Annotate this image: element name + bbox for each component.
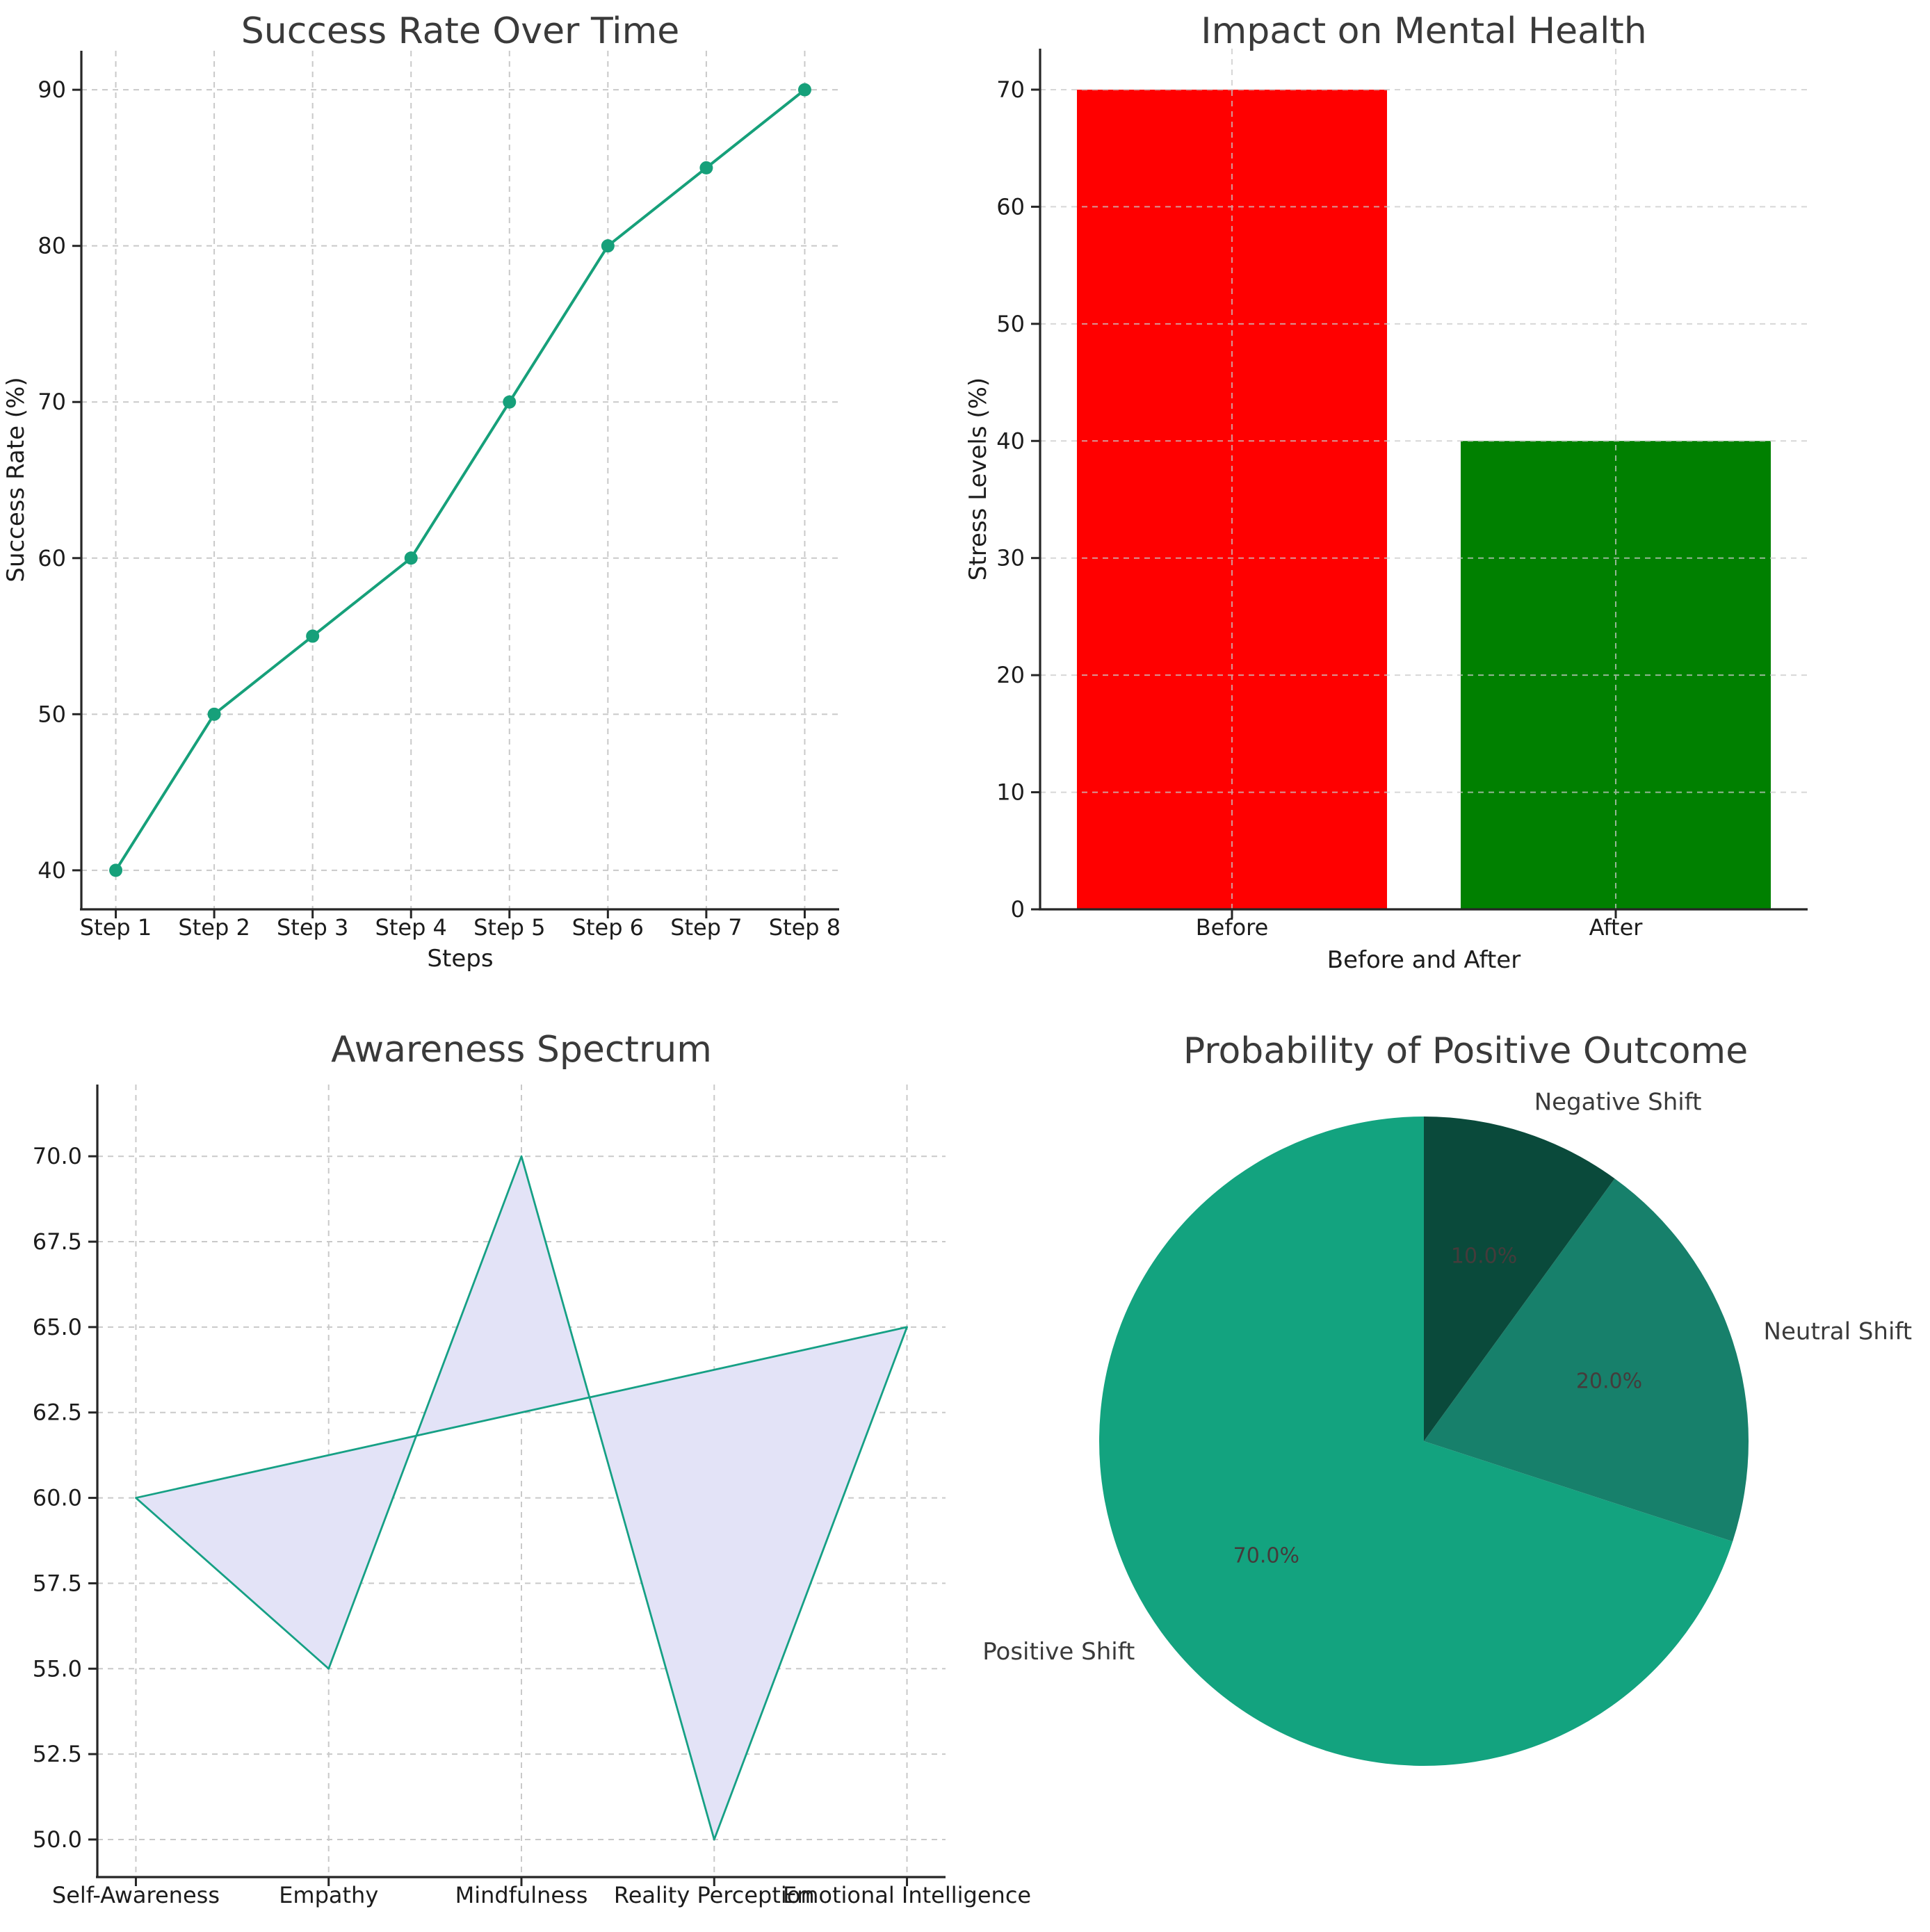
x-tick-label: Reality Perception [614, 1882, 815, 1908]
y-tick-label: 60 [996, 193, 1025, 220]
x-tick-label: Before [1196, 914, 1269, 941]
y-tick-label: 67.5 [33, 1228, 82, 1255]
gridlines [81, 51, 839, 909]
chart-title-success-rate: Success Rate Over Time [241, 10, 679, 52]
y-tick-label: 50 [38, 701, 66, 727]
y-tick-label: 50.0 [33, 1826, 82, 1853]
y-tick-label: 57.5 [33, 1570, 82, 1596]
pie-slice-neutral-shift [1424, 1178, 1749, 1542]
x-tick-label: Step 5 [473, 914, 545, 941]
panel-probability-positive-outcome: Positive Shift 70.0% Neutral Shift 20.0% Neg… [965, 966, 1930, 1932]
data-point-marker [797, 83, 811, 97]
y-tick-label: 60.0 [33, 1485, 82, 1511]
x-tick-label: Step 6 [572, 914, 644, 941]
y-tick-label: 55.0 [33, 1655, 82, 1682]
x-tick-label: Step 4 [375, 914, 447, 941]
x-tick-label: Step 2 [178, 914, 250, 941]
x-tick-label: After [1589, 914, 1644, 941]
pie-slice-label: Positive Shift [982, 1638, 1135, 1666]
y-axis-label-success-rate: Success Rate (%) [2, 377, 30, 582]
y-axis-label-stress-levels: Stress Levels (%) [964, 378, 992, 581]
y-tick-label: 80 [38, 233, 66, 259]
y-tick-label: 40 [38, 857, 66, 884]
y-tick-label: 70.0 [33, 1143, 82, 1169]
data-point-marker [699, 161, 713, 174]
awareness-spectrum-chart: Self-Awareness Empathy Mindfulness Reality … [33, 1029, 1031, 1908]
data-point-marker [601, 239, 615, 253]
data-point-marker [503, 395, 517, 409]
pie-slice-negative-shift [1424, 1117, 1615, 1441]
y-tick-label: 20 [996, 662, 1025, 688]
x-tick-label: Step 7 [670, 914, 742, 941]
x-tick-label: Self-Awareness [52, 1882, 220, 1908]
success-rate-line [114, 88, 806, 872]
x-tick-label: Emotional Intelligence [783, 1882, 1031, 1908]
success-rate-line-chart: Step 1 Step 2 Step 3 Step 4 Step 5 Step 6 Step… [2, 10, 841, 973]
x-tick-label: Mindfulness [455, 1882, 588, 1908]
y-tick-label: 40 [996, 428, 1025, 454]
pie-pct-label: 20.0% [1576, 1369, 1642, 1393]
area-chart-plot-area: Self-Awareness Empathy Mindfulness Reality … [33, 1085, 1031, 1908]
y-tick-label: 70 [996, 76, 1025, 103]
x-tick-label: Step 1 [80, 914, 152, 941]
x-axis-label-before-after: Before and After [1327, 946, 1521, 974]
chart-title-mental-health: Impact on Mental Health [1201, 10, 1646, 52]
mental-health-bar-chart: Before After 0 10 20 30 40 50 60 70 Impact on Men… [964, 10, 1808, 974]
panel-success-rate-over-time: Step 1 Step 2 Step 3 Step 4 Step 5 Step 6 Step… [0, 0, 965, 973]
bar-chart-plot-area: Before After 0 10 20 30 40 50 60 70 [996, 49, 1808, 941]
pie-slice-label: Negative Shift [1534, 1088, 1702, 1116]
data-point-marker [207, 707, 221, 721]
chart-title-probability-outcome: Probability of Positive Outcome [1183, 1030, 1748, 1072]
y-tick-label: 62.5 [33, 1399, 82, 1426]
y-tick-label: 60 [38, 545, 66, 571]
y-tick-label: 30 [996, 545, 1025, 571]
outcome-pie-chart: Positive Shift 70.0% Neutral Shift 20.0% Neg… [982, 1030, 1912, 1766]
y-tick-label: 10 [996, 779, 1025, 806]
pie-slice-label: Neutral Shift [1764, 1317, 1913, 1345]
x-tick-label: Step 8 [769, 914, 841, 941]
pie-pct-label: 70.0% [1233, 1544, 1299, 1568]
data-point-marker [109, 863, 123, 877]
data-point-marker [404, 551, 418, 565]
panel-awareness-spectrum: Self-Awareness Empathy Mindfulness Reality … [0, 966, 1031, 1932]
x-tick-label: Step 3 [277, 914, 348, 941]
x-tick-label: Empathy [279, 1882, 378, 1908]
y-tick-label: 90 [38, 76, 66, 103]
line-chart-plot-area: Step 1 Step 2 Step 3 Step 4 Step 5 Step 6 Step… [38, 51, 841, 941]
panel-impact-on-mental-health: Before After 0 10 20 30 40 50 60 70 Impact on Men… [964, 0, 1930, 974]
y-tick-label: 52.5 [33, 1741, 82, 1767]
y-tick-label: 65.0 [33, 1314, 82, 1340]
chart-title-awareness-spectrum: Awareness Spectrum [331, 1029, 712, 1071]
pie-chart-plot-area: Positive Shift 70.0% Neutral Shift 20.0% Neg… [982, 1088, 1912, 1766]
awareness-polygon [135, 1155, 908, 1841]
x-axis-label-steps: Steps [427, 945, 493, 973]
pie-slice-positive-shift [1099, 1117, 1733, 1766]
y-tick-label: 50 [996, 311, 1025, 337]
data-point-marker [306, 629, 320, 643]
pie-pct-label: 10.0% [1451, 1244, 1517, 1269]
y-tick-label: 0 [1011, 896, 1025, 923]
y-tick-label: 70 [38, 389, 66, 415]
